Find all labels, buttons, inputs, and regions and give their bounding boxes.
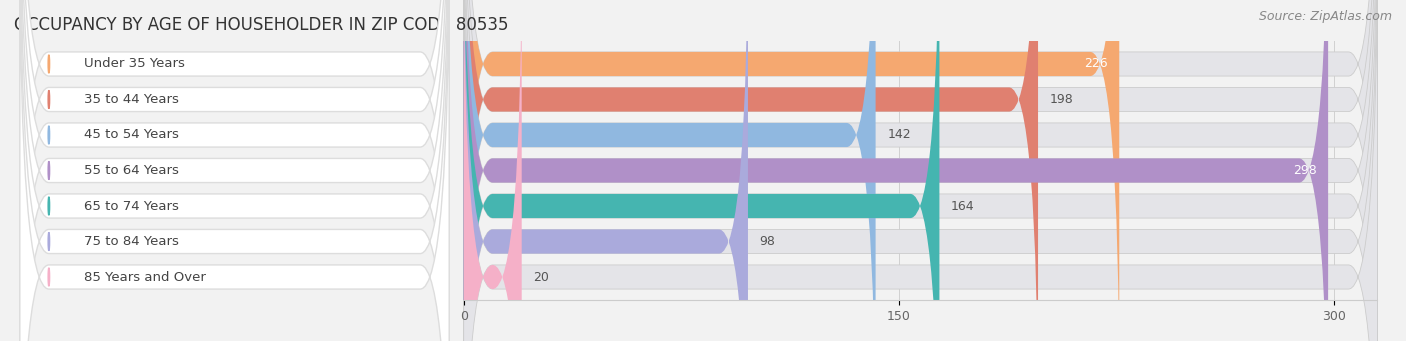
Text: 98: 98 [759,235,776,248]
Circle shape [48,161,49,180]
Text: 226: 226 [1084,58,1108,71]
Circle shape [48,90,49,109]
Text: 35 to 44 Years: 35 to 44 Years [84,93,179,106]
FancyBboxPatch shape [464,0,1378,341]
FancyBboxPatch shape [20,0,449,341]
FancyBboxPatch shape [20,0,449,341]
Text: 45 to 54 Years: 45 to 54 Years [84,129,179,142]
FancyBboxPatch shape [464,0,748,341]
FancyBboxPatch shape [20,0,449,341]
FancyBboxPatch shape [464,0,1378,341]
Text: Under 35 Years: Under 35 Years [84,58,184,71]
FancyBboxPatch shape [464,0,1378,341]
Text: 142: 142 [887,129,911,142]
FancyBboxPatch shape [464,0,1119,341]
Circle shape [48,197,49,215]
FancyBboxPatch shape [20,0,449,341]
Text: 75 to 84 Years: 75 to 84 Years [84,235,179,248]
FancyBboxPatch shape [20,0,449,341]
Text: 298: 298 [1292,164,1316,177]
Circle shape [48,55,49,73]
Circle shape [48,232,49,251]
Text: OCCUPANCY BY AGE OF HOUSEHOLDER IN ZIP CODE 80535: OCCUPANCY BY AGE OF HOUSEHOLDER IN ZIP C… [14,16,509,34]
Text: 164: 164 [950,199,974,212]
Text: 20: 20 [533,270,550,283]
Text: 198: 198 [1050,93,1073,106]
FancyBboxPatch shape [20,0,449,341]
FancyBboxPatch shape [464,0,876,341]
Text: 85 Years and Over: 85 Years and Over [84,270,205,283]
FancyBboxPatch shape [464,0,939,341]
FancyBboxPatch shape [464,0,522,341]
FancyBboxPatch shape [464,0,1378,341]
Circle shape [48,268,49,286]
FancyBboxPatch shape [464,0,1378,341]
FancyBboxPatch shape [464,0,1378,341]
FancyBboxPatch shape [464,0,1329,341]
Text: 65 to 74 Years: 65 to 74 Years [84,199,179,212]
Text: Source: ZipAtlas.com: Source: ZipAtlas.com [1258,10,1392,23]
FancyBboxPatch shape [464,0,1038,341]
FancyBboxPatch shape [20,0,449,341]
Text: 55 to 64 Years: 55 to 64 Years [84,164,179,177]
Circle shape [48,126,49,144]
FancyBboxPatch shape [464,0,1378,341]
